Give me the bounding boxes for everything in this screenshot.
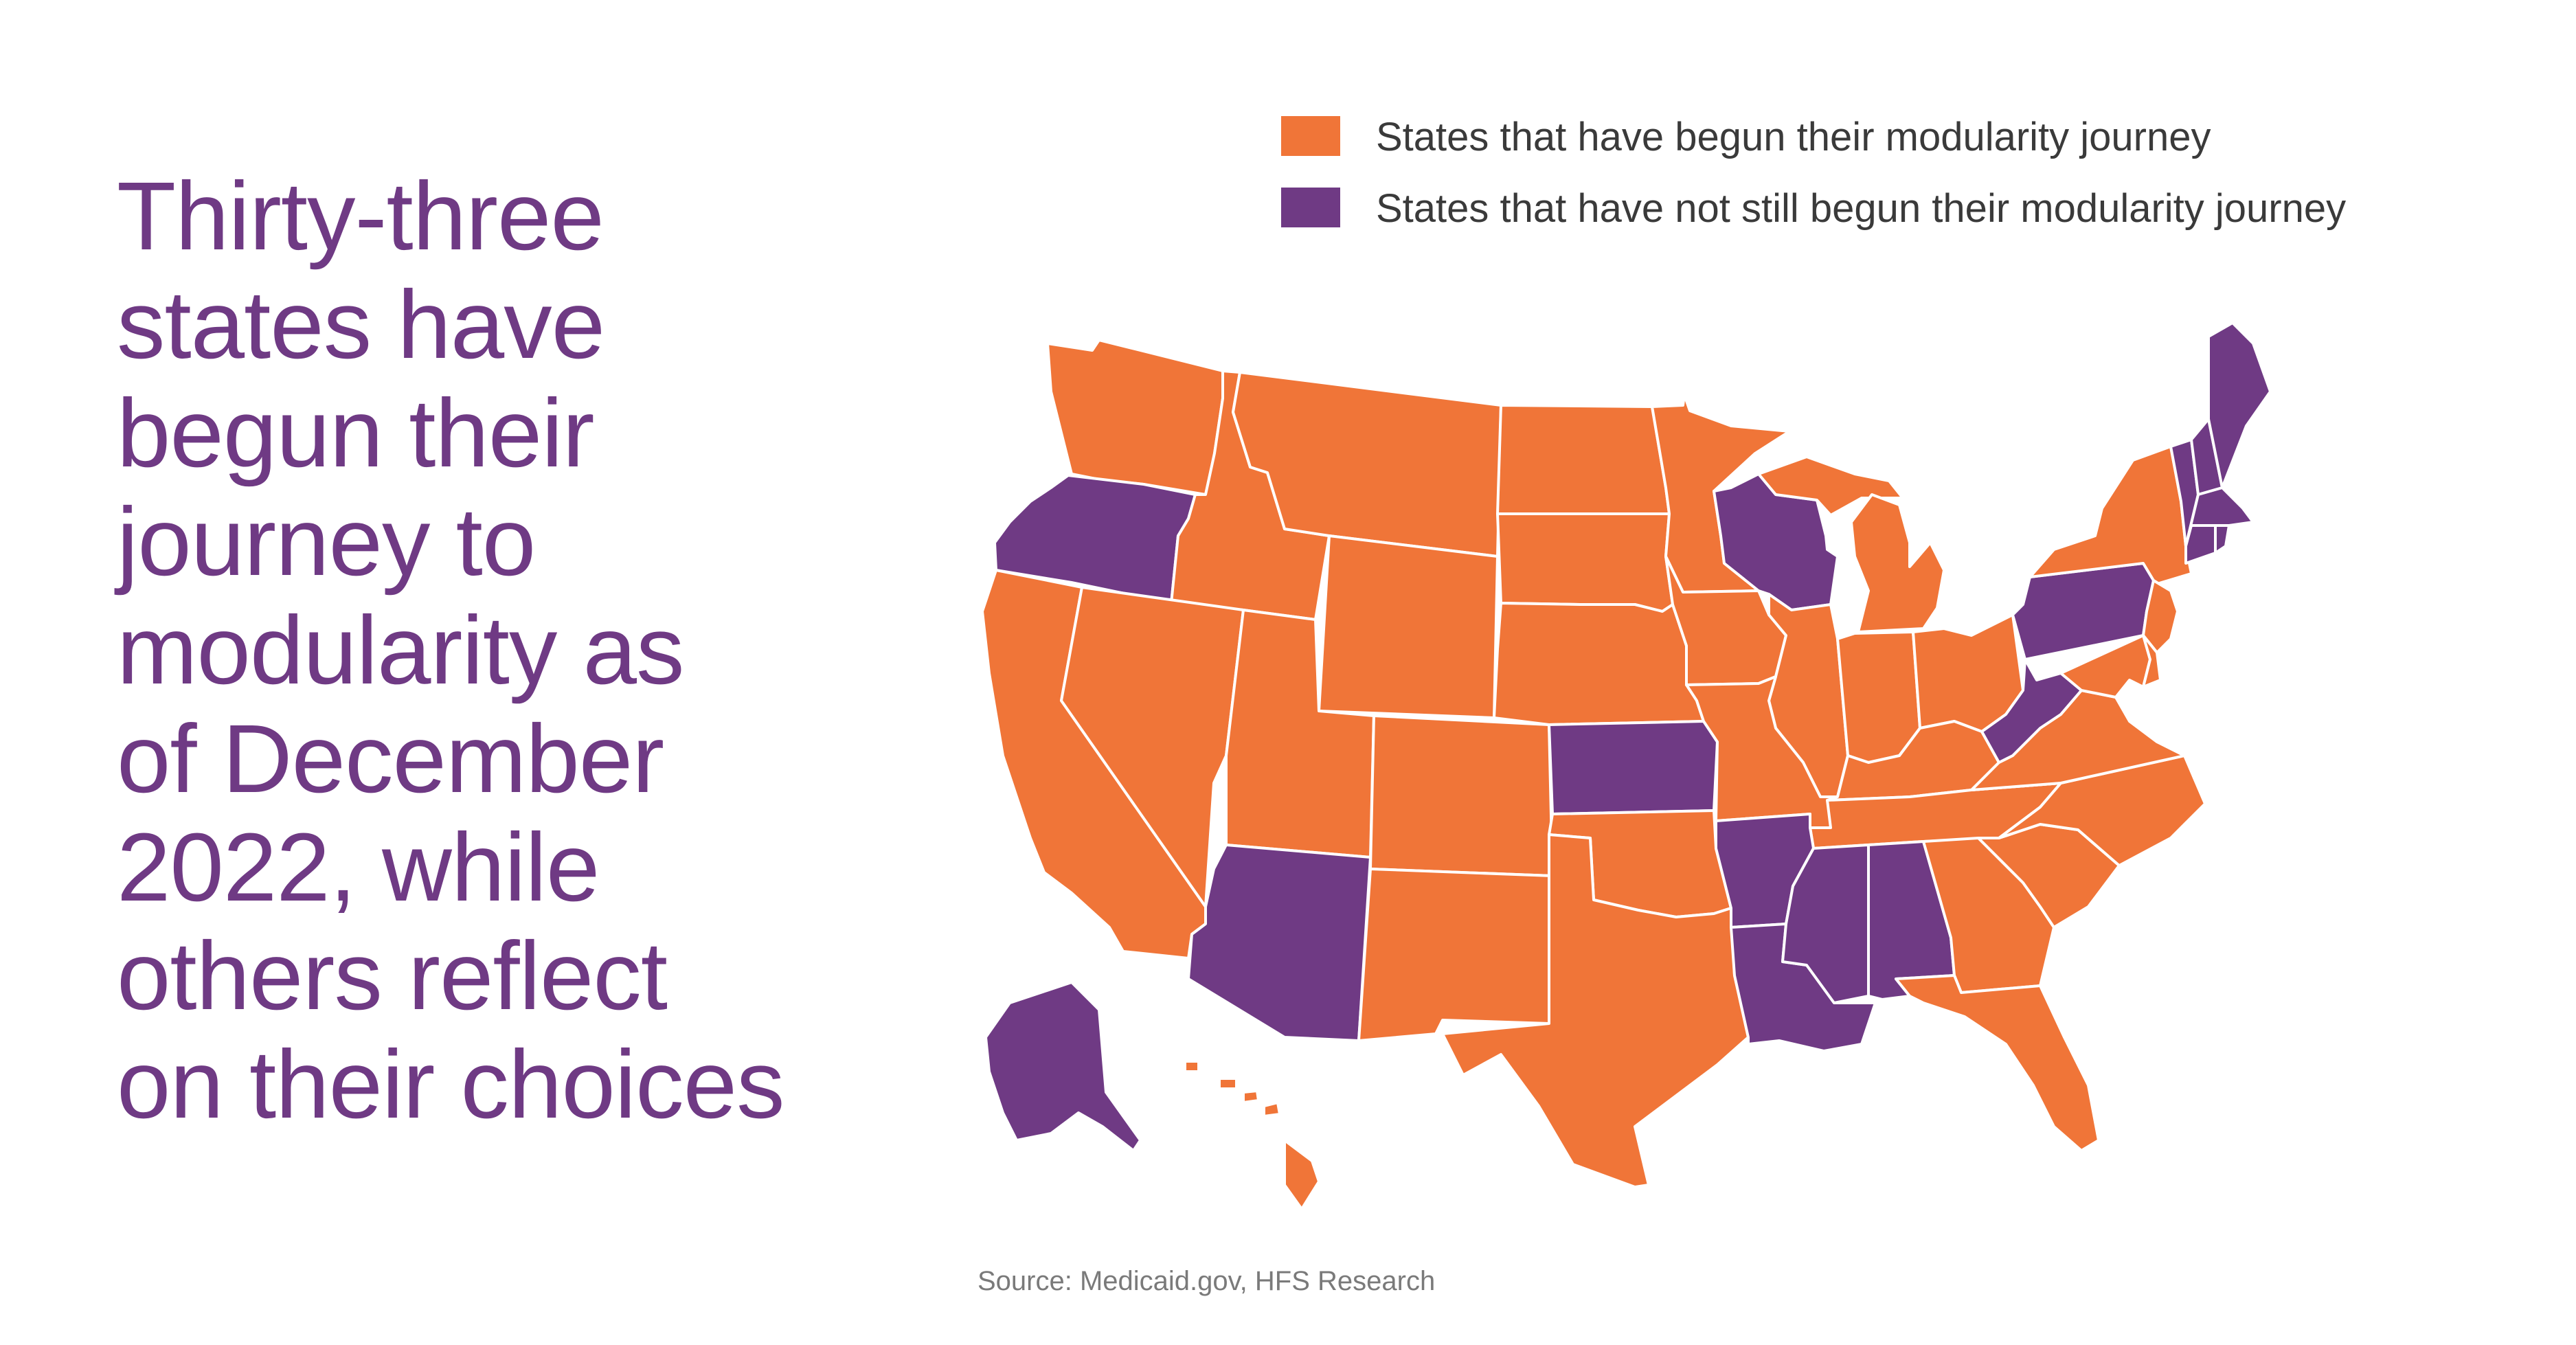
state-WA (1046, 339, 1224, 496)
source-note: Source: Medicaid.gov, HFS Research (978, 1266, 1436, 1296)
legend-label-begun: States that have begun their modularity … (1376, 115, 2211, 159)
headline-line: journey to (117, 487, 536, 596)
headline: Thirty-three states have begun their jou… (117, 161, 941, 1138)
state-CT (2184, 524, 2217, 565)
state-ME (2207, 321, 2272, 489)
headline-line: Thirty-three (117, 161, 605, 270)
state-MI (1850, 493, 1945, 633)
state-KS (1548, 720, 1719, 815)
state-HI-5 (1283, 1139, 1320, 1210)
us-states-map (981, 321, 2272, 1210)
state-HI-4 (1263, 1101, 1281, 1118)
state-HI-2 (1218, 1077, 1238, 1090)
legend-swatch-begun (1281, 116, 1340, 156)
state-TX (1441, 833, 1750, 1188)
headline-line: on their choices (117, 1030, 785, 1138)
state-MS (1781, 844, 1870, 1004)
state-WY (1318, 534, 1499, 719)
state-NY (2029, 445, 2193, 585)
headline-line: begun their (117, 378, 595, 487)
state-DE (2142, 634, 2162, 688)
state-NJ (2142, 579, 2179, 654)
state-RI (2214, 524, 2230, 554)
state-NE (1493, 602, 1705, 726)
headline-line: others reflect (117, 921, 668, 1030)
state-HI-3 (1242, 1089, 1260, 1104)
state-AZ (1187, 844, 1372, 1042)
state-ND (1496, 404, 1671, 515)
state-NM (1357, 868, 1554, 1042)
legend-label-not-begun: States that have not still begun their m… (1376, 186, 2347, 231)
state-AK (984, 981, 1142, 1152)
headline-line: of December (117, 704, 664, 813)
state-SD (1496, 512, 1674, 613)
headline-line: states have (117, 270, 605, 378)
state-HI-1 (1184, 1060, 1200, 1073)
state-FL (1895, 974, 2100, 1152)
state-CO (1369, 714, 1554, 877)
headline-line: 2022, while (117, 813, 600, 921)
legend-swatch-not-begun (1281, 188, 1340, 227)
headline-line: modularity as (117, 596, 685, 704)
